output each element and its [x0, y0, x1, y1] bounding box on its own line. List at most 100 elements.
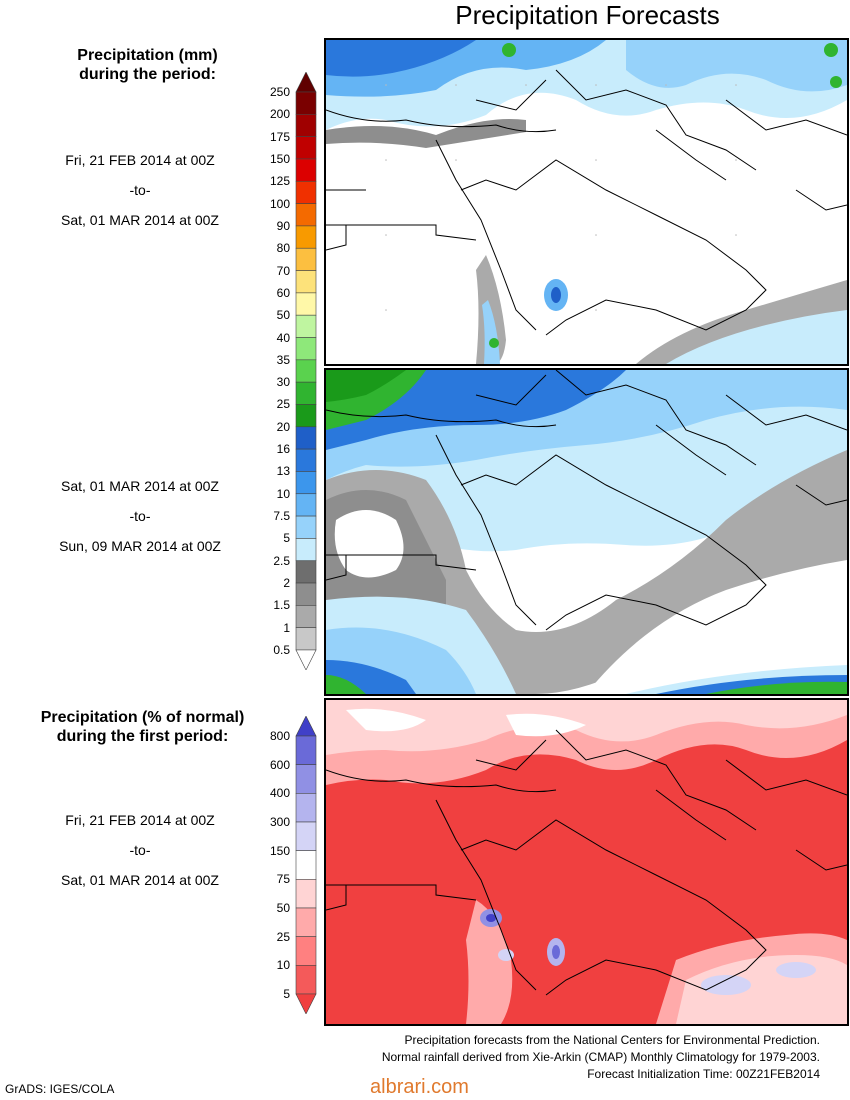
scale-swatch	[295, 821, 317, 851]
scale-label: 250	[269, 85, 290, 99]
scale-label: 400	[269, 786, 290, 801]
scale-top-arrow	[295, 716, 317, 737]
grads-credit: GrADS: IGES/COLA	[5, 1082, 115, 1096]
scale-label: 2.5	[273, 553, 290, 568]
precip-mm-colorbar	[295, 72, 317, 670]
scale-swatch	[295, 627, 317, 651]
scale-label: 40	[276, 330, 290, 345]
scale-swatch	[295, 404, 317, 428]
period-2-from: Sat, 01 MAR 2014 at 00Z	[61, 478, 219, 494]
scale-label: 800	[269, 729, 290, 743]
scale-label: 13	[276, 464, 290, 479]
period-1-label: Fri, 21 FEB 2014 at 00Z -to- Sat, 01 MAR…	[20, 145, 260, 235]
scale-label: 2	[283, 576, 290, 591]
scale-swatch	[295, 493, 317, 517]
scale-swatch	[295, 735, 317, 765]
scale-label: 50	[276, 901, 290, 915]
scale-label: 25	[276, 397, 290, 412]
scale-bottom-arrow	[295, 649, 317, 670]
scale-swatch	[295, 337, 317, 361]
scale-label: 7.5	[273, 509, 290, 524]
scale-label: 35	[276, 352, 290, 367]
scale-label: 16	[276, 442, 290, 457]
precip-pct-colorbar	[295, 716, 317, 1014]
scale-label: 1	[283, 620, 290, 635]
scale-label: 150	[269, 843, 290, 858]
scale-swatch	[295, 879, 317, 909]
scale-swatch	[295, 936, 317, 966]
scale-swatch	[295, 426, 317, 450]
scale-swatch	[295, 582, 317, 606]
scale-swatch	[295, 359, 317, 383]
scale-swatch	[295, 850, 317, 880]
scale-label: 80	[276, 241, 290, 256]
period-pct-label: Fri, 21 FEB 2014 at 00Z -to- Sat, 01 MAR…	[20, 805, 260, 895]
scale-label: 70	[276, 263, 290, 278]
scale-swatch	[295, 605, 317, 628]
scale-swatch	[295, 560, 317, 584]
map-panel-percent-normal	[324, 698, 849, 1026]
scale-bottom-arrow	[295, 993, 317, 1014]
heading-line-2: during the period:	[79, 66, 216, 83]
heading-line-1: Precipitation (mm)	[77, 47, 218, 64]
scale-label: 5	[283, 987, 290, 1001]
footer-notes: Precipitation forecasts from the Nationa…	[382, 1032, 820, 1083]
scale-swatch	[295, 764, 317, 794]
scale-swatch	[295, 515, 317, 539]
scale-swatch	[295, 180, 317, 204]
scale-swatch	[295, 203, 317, 227]
scale-swatch	[295, 270, 317, 294]
period-pct-from: Fri, 21 FEB 2014 at 00Z	[65, 812, 215, 828]
period-2-to: Sun, 09 MAR 2014 at 00Z	[59, 538, 221, 554]
scale-label: 175	[269, 129, 290, 144]
scale-label: 1.5	[273, 598, 290, 613]
scale-label: 200	[269, 107, 290, 122]
scale-label: 20	[276, 419, 290, 434]
scale-swatch	[295, 247, 317, 271]
scale-label: 125	[269, 174, 290, 189]
scale-label: 300	[269, 815, 290, 829]
period-1-to: Sat, 01 MAR 2014 at 00Z	[61, 212, 219, 228]
scale-label: 10	[276, 486, 290, 501]
scale-label: 5	[283, 531, 290, 546]
scale-label: 75	[276, 872, 290, 887]
scale-swatch	[295, 114, 317, 137]
scale-label: 60	[276, 285, 290, 300]
period-1-from: Fri, 21 FEB 2014 at 00Z	[65, 152, 215, 168]
footer-line-2: Normal rainfall derived from Xie-Arkin (…	[381, 1050, 820, 1064]
scale-swatch	[295, 314, 317, 338]
precip-mm-heading: Precipitation (mm) during the period:	[20, 46, 275, 84]
scale-label: 50	[276, 308, 290, 323]
scale-swatch	[295, 136, 317, 160]
scale-label: 30	[276, 375, 290, 390]
period-pct-to: Sat, 01 MAR 2014 at 00Z	[61, 872, 219, 888]
heading-line-2: during the first period:	[56, 728, 229, 745]
scale-swatch	[295, 292, 317, 316]
scale-top-arrow	[295, 72, 317, 93]
scale-swatch	[295, 538, 317, 562]
period-2-sep: -to-	[129, 508, 151, 524]
scale-label: 25	[276, 929, 290, 944]
period-1-sep: -to-	[129, 182, 151, 198]
scale-swatch	[295, 158, 317, 182]
precip-mm-scale-labels: 250 200 175 150 125 100 90 80 70 60 50 40 35 30 25 20 16…	[240, 0, 290, 700]
scale-swatch	[295, 381, 317, 405]
scale-label: 100	[269, 196, 290, 211]
map-panel-period-2	[324, 368, 849, 696]
scale-swatch	[295, 907, 317, 937]
period-2-label: Sat, 01 MAR 2014 at 00Z -to- Sun, 09 MAR…	[20, 471, 260, 561]
watermark: albrari.com	[370, 1076, 469, 1098]
scale-swatch	[295, 471, 317, 495]
scale-swatch	[295, 225, 317, 249]
scale-swatch	[295, 793, 317, 823]
scale-label: 10	[276, 958, 290, 973]
footer-line-1: Precipitation forecasts from the Nationa…	[404, 1033, 820, 1047]
scale-label: 600	[269, 757, 290, 772]
page-title: Precipitation Forecasts	[455, 0, 720, 30]
map-panel-period-1	[324, 38, 849, 366]
scale-label: 0.5	[273, 643, 290, 657]
scale-label: 90	[276, 218, 290, 233]
scale-swatch	[295, 448, 317, 472]
scale-swatch	[295, 965, 317, 995]
scale-label: 150	[269, 151, 290, 166]
